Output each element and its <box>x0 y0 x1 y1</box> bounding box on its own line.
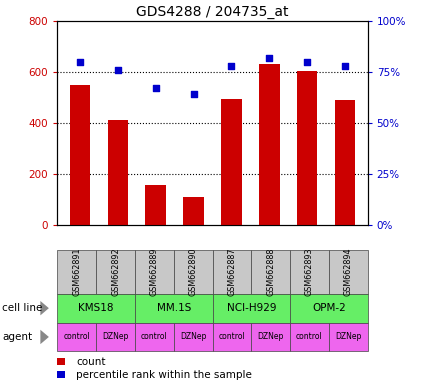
Text: DZNep: DZNep <box>180 333 206 341</box>
Point <box>76 59 83 65</box>
Text: GSM662888: GSM662888 <box>266 248 275 296</box>
Bar <box>221 99 242 225</box>
Text: MM.1S: MM.1S <box>156 303 191 313</box>
Point <box>114 67 121 73</box>
Text: cell line: cell line <box>2 303 42 313</box>
Text: GSM662892: GSM662892 <box>111 247 120 296</box>
Text: GSM662890: GSM662890 <box>189 247 198 296</box>
Text: OPM-2: OPM-2 <box>312 303 346 313</box>
Point <box>152 85 159 91</box>
Text: DZNep: DZNep <box>335 333 361 341</box>
Text: control: control <box>63 333 90 341</box>
Bar <box>259 65 280 225</box>
Point <box>342 63 348 69</box>
Text: count: count <box>76 357 106 367</box>
Text: DZNep: DZNep <box>258 333 284 341</box>
Bar <box>334 100 355 225</box>
Title: GDS4288 / 204735_at: GDS4288 / 204735_at <box>136 5 289 19</box>
Text: GSM662891: GSM662891 <box>72 247 81 296</box>
Text: GSM662887: GSM662887 <box>227 247 236 296</box>
Point <box>304 59 311 65</box>
Text: GSM662894: GSM662894 <box>344 247 353 296</box>
Bar <box>297 71 317 225</box>
Point <box>190 91 197 98</box>
Text: GSM662889: GSM662889 <box>150 247 159 296</box>
Text: control: control <box>218 333 245 341</box>
Text: GSM662893: GSM662893 <box>305 247 314 296</box>
Bar <box>70 85 91 225</box>
Point <box>266 55 273 61</box>
Text: DZNep: DZNep <box>102 333 129 341</box>
Text: control: control <box>296 333 323 341</box>
Text: percentile rank within the sample: percentile rank within the sample <box>76 370 252 380</box>
Point <box>228 63 235 69</box>
Text: agent: agent <box>2 332 32 342</box>
Text: control: control <box>141 333 168 341</box>
Text: KMS18: KMS18 <box>78 303 114 313</box>
Bar <box>145 185 166 225</box>
Bar <box>108 120 128 225</box>
Text: NCI-H929: NCI-H929 <box>227 303 276 313</box>
Bar <box>183 197 204 225</box>
